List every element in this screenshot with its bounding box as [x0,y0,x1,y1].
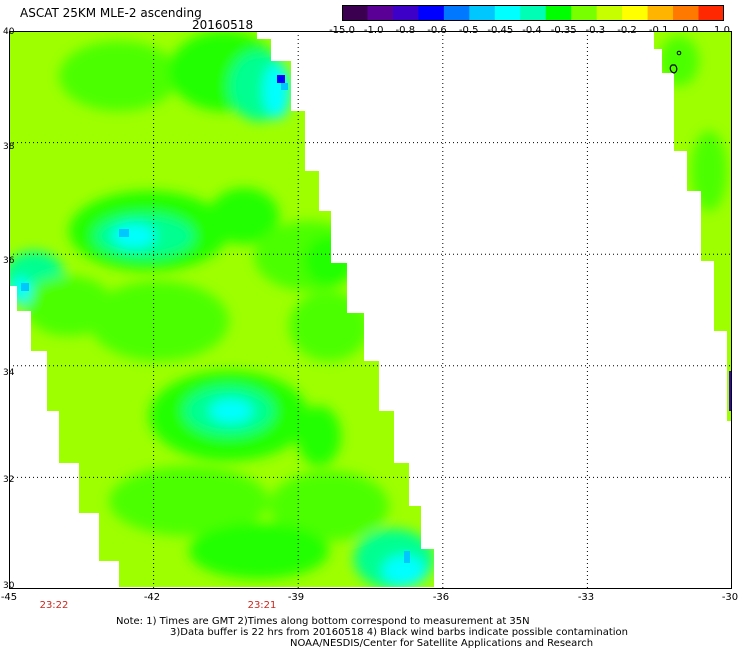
colorbar-swatch [647,5,674,21]
colorbar-swatch [418,5,445,21]
colorbar-label: -0.1 [648,25,669,36]
colorbar-label: -0.2 [617,25,637,36]
lon-label-30: -30 [721,592,739,603]
note-line-3: NOAA/NESDIS/Center for Satellite Applica… [290,638,594,649]
colorbar-swatch [596,5,623,21]
lat-label-34: 34 [3,368,15,378]
colorbar-swatch [622,5,649,21]
colorbar-swatch [367,5,394,21]
colorbar-swatch [571,5,598,21]
wind-pixel [119,229,129,237]
wind-feature [263,63,291,119]
wind-feature [297,406,341,466]
colorbar-label: -1.0 [363,25,384,36]
swath-right [654,31,732,421]
lon-label-36: -36 [432,592,450,603]
colorbar [342,5,724,21]
wind-feature [269,471,389,541]
wind-pixel [277,75,285,83]
lon-label-39: -39 [287,592,305,603]
lat-label-36: 36 [3,256,15,266]
wind-pixel [729,371,732,411]
map-frame [9,31,732,589]
colorbar-swatch [392,5,419,21]
wind-pixel [281,83,288,90]
colorbar-label: -0.8 [395,25,416,36]
colorbar-swatch [698,5,724,21]
lat-label-38: 38 [3,142,15,152]
wind-map [9,31,732,589]
time-label-left: 23:22 [39,600,69,611]
island-outline [669,50,682,74]
lon-label-42: -42 [143,592,161,603]
colorbar-swatch [545,5,572,21]
wind-feature [382,555,426,587]
chart-title: ASCAT 25KM MLE-2 ascending [20,6,202,20]
colorbar-swatch [673,5,700,21]
wind-feature [59,41,179,111]
wind-pixel [21,283,29,291]
wind-feature [109,466,269,536]
swath-right-background [654,31,732,421]
note-line-2: 3)Data buffer is 22 hrs from 20160518 4)… [170,627,628,638]
colorbar-label: -0.3 [585,25,606,36]
colorbar-frame [342,5,724,21]
wind-feature [691,131,727,211]
colorbar-label: -0.4 [522,25,542,36]
colorbar-label: -0.35 [550,25,577,36]
lon-label-33: -33 [577,592,595,603]
lat-label-40: 40 [3,27,15,37]
wind-feature [112,224,156,248]
wind-feature [209,188,279,244]
colorbar-label: 0.0 [682,25,699,36]
grid-lines [9,31,732,589]
swath-left [9,31,434,587]
wind-feature [89,281,229,361]
colorbar-label: -15.0 [329,25,355,36]
colorbar-labels: -15.0 -1.0 -0.8 -0.6 -0.5 -0.45 -0.4 -0.35 -0.3-… [329,25,732,39]
wind-feature [659,36,699,86]
lon-label-45: -45 [0,592,18,603]
note-line-1: Note: 1) Times are GMT 2)Times along bot… [116,616,530,627]
wind-pixel [404,551,410,563]
colorbar-swatch [443,5,470,21]
colorbar-swatch [520,5,547,21]
colorbar-swatch [342,5,368,21]
colorbar-label: 1.0 [714,25,730,36]
chart-date: 20160518 [192,18,254,32]
wind-feature [189,523,329,579]
colorbar-swatch [494,5,521,21]
time-label-mid: 23:21 [247,600,277,611]
wind-feature [304,236,354,286]
wind-feature [289,291,369,361]
lat-label-32: 32 [3,475,15,485]
lat-label-30: 30 [3,581,15,591]
colorbar-label: -0.6 [427,25,447,36]
colorbar-swatch [469,5,496,21]
colorbar-label: -0.45 [487,25,514,36]
colorbar-label: -0.5 [458,25,479,36]
wind-feature [209,399,253,423]
